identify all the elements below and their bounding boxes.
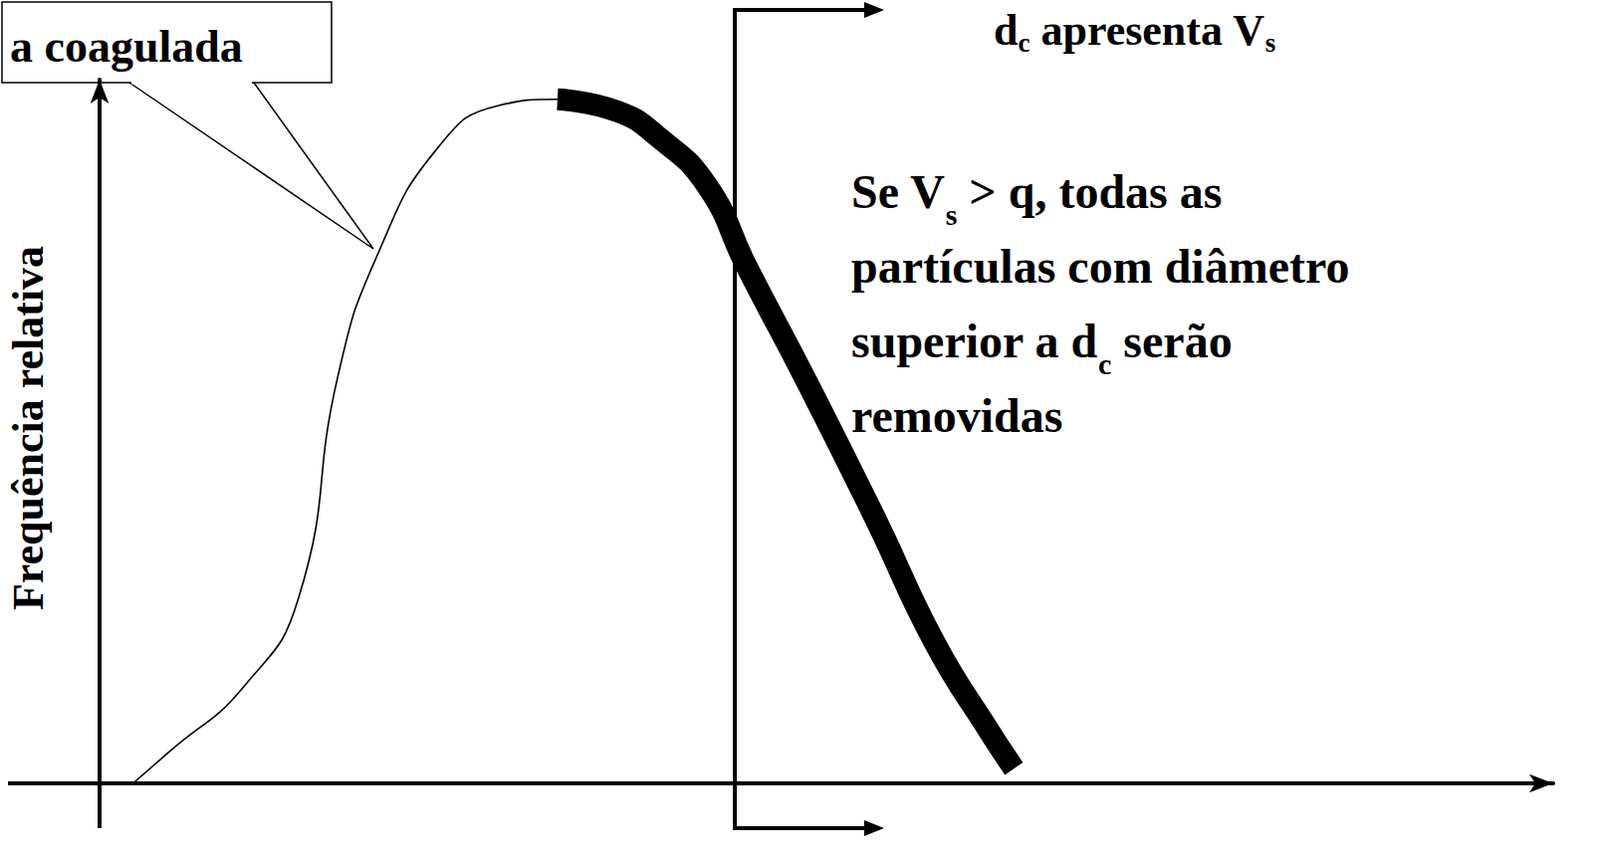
svg-text:s: s (945, 198, 958, 231)
svg-text:Frequência relativa: Frequência relativa (3, 245, 53, 611)
svg-text:apresenta V: apresenta V (1029, 5, 1265, 55)
svg-text:serão: serão (1111, 314, 1232, 368)
svg-text:Se V: Se V (851, 165, 945, 219)
svg-text:> q, todas as: > q, todas as (956, 165, 1222, 219)
svg-text:superior a d: superior a d (851, 314, 1098, 368)
svg-text:s: s (1265, 27, 1277, 58)
svg-text:removidas: removidas (851, 389, 1063, 443)
svg-text:a coagulada: a coagulada (9, 20, 243, 72)
svg-text:c: c (1017, 27, 1030, 58)
svg-text:c: c (1098, 347, 1112, 381)
svg-text:d: d (993, 5, 1018, 55)
svg-text:partículas com diâmetro: partículas com diâmetro (851, 239, 1350, 293)
